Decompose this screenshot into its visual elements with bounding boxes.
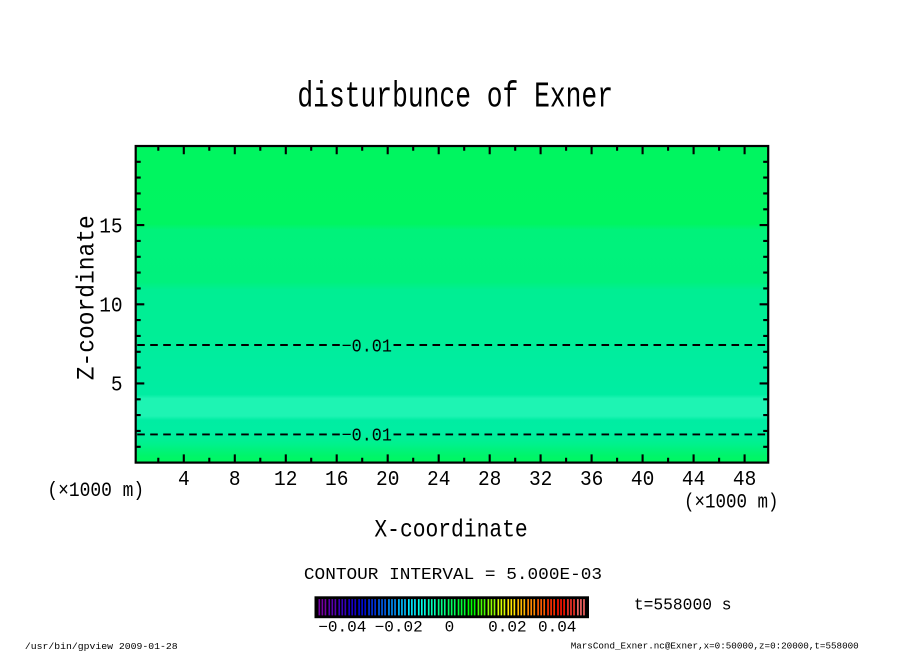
svg-text:24: 24 bbox=[427, 468, 450, 492]
svg-text:−0.02: −0.02 bbox=[375, 618, 423, 636]
svg-text:Z-coordinate: Z-coordinate bbox=[73, 215, 102, 380]
svg-text:4: 4 bbox=[178, 468, 190, 492]
svg-text:−0.01: −0.01 bbox=[342, 337, 392, 358]
svg-text:X-coordinate: X-coordinate bbox=[374, 516, 527, 545]
svg-text:28: 28 bbox=[478, 468, 501, 492]
svg-text:48: 48 bbox=[733, 468, 756, 492]
svg-text:/usr/bin/gpview 2009-01-28: /usr/bin/gpview 2009-01-28 bbox=[25, 641, 178, 652]
svg-text:8: 8 bbox=[229, 468, 241, 492]
svg-text:0.04: 0.04 bbox=[538, 618, 576, 636]
svg-text:12: 12 bbox=[274, 468, 297, 492]
svg-text:5: 5 bbox=[111, 374, 123, 398]
svg-text:16: 16 bbox=[325, 468, 348, 492]
svg-text:44: 44 bbox=[682, 468, 705, 492]
svg-text:40: 40 bbox=[631, 468, 654, 492]
svg-text:−0.04: −0.04 bbox=[318, 618, 366, 636]
svg-text:32: 32 bbox=[529, 468, 552, 492]
svg-text:0.02: 0.02 bbox=[488, 618, 526, 636]
svg-text:0: 0 bbox=[445, 618, 455, 636]
svg-text:CONTOUR INTERVAL = 5.000E-03: CONTOUR INTERVAL = 5.000E-03 bbox=[304, 566, 602, 585]
svg-text:20: 20 bbox=[376, 468, 399, 492]
svg-text:(×1000 m): (×1000 m) bbox=[684, 491, 779, 514]
svg-text:disturbunce of Exner: disturbunce of Exner bbox=[297, 76, 613, 117]
svg-text:t=558000 s: t=558000 s bbox=[634, 596, 732, 615]
svg-text:10: 10 bbox=[99, 295, 122, 319]
svg-text:(×1000 m): (×1000 m) bbox=[47, 480, 144, 503]
svg-text:36: 36 bbox=[580, 468, 603, 492]
svg-text:MarsCond_Exner.nc@Exner,x=0:50: MarsCond_Exner.nc@Exner,x=0:50000,z=0:20… bbox=[571, 641, 859, 652]
svg-text:−0.01: −0.01 bbox=[342, 426, 392, 447]
svg-text:15: 15 bbox=[99, 215, 122, 239]
